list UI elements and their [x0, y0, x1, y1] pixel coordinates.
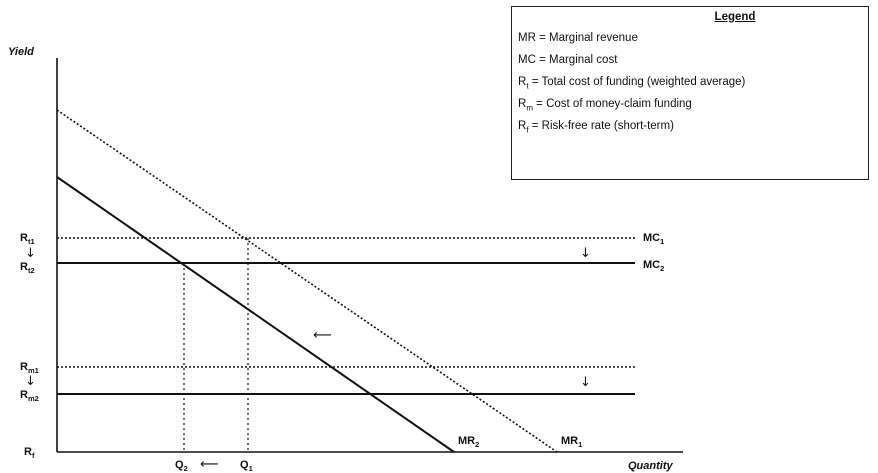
legend-item-rt: Rt = Total cost of funding (weighted ave…	[518, 76, 746, 91]
x-axis-title: Quantity	[628, 460, 673, 472]
down-arrow-icon: ↓	[25, 246, 36, 261]
mr1-line	[56, 109, 558, 453]
left-arrow-icon: ⟵	[200, 457, 219, 472]
down-arrow-icon: ↓	[580, 375, 591, 390]
label-mr1: MR1	[561, 435, 582, 449]
down-arrow-icon: ↓	[25, 374, 36, 389]
label-rm2: Rm2	[20, 389, 39, 403]
down-arrow-icon: ↓	[580, 246, 591, 261]
left-arrow-icon: ⟵	[313, 328, 332, 343]
label-rt1: Rt1	[20, 232, 35, 246]
legend-item-mc: MC = Marginal cost	[518, 54, 618, 66]
label-rf: Rf	[24, 446, 35, 460]
label-rm1: Rm1	[20, 361, 39, 375]
label-q2: Q2	[175, 459, 188, 473]
label-rt2: Rt2	[20, 261, 35, 275]
legend-item-mr: MR = Marginal revenue	[518, 32, 638, 44]
legend-title: Legend	[714, 11, 756, 23]
label-mr2: MR2	[458, 435, 479, 449]
legend-item-rf: Rf = Risk-free rate (short-term)	[518, 120, 674, 135]
mr2-line	[56, 176, 455, 453]
label-q1: Q1	[240, 459, 253, 473]
label-mc2: MC2	[643, 259, 664, 273]
label-mc1: MC1	[643, 232, 664, 246]
y-axis-title: Yield	[8, 46, 34, 58]
legend-box: Legend MR = Marginal revenue MC = Margin…	[511, 6, 869, 180]
legend-item-rm: Rm = Cost of money-claim funding	[518, 98, 692, 113]
